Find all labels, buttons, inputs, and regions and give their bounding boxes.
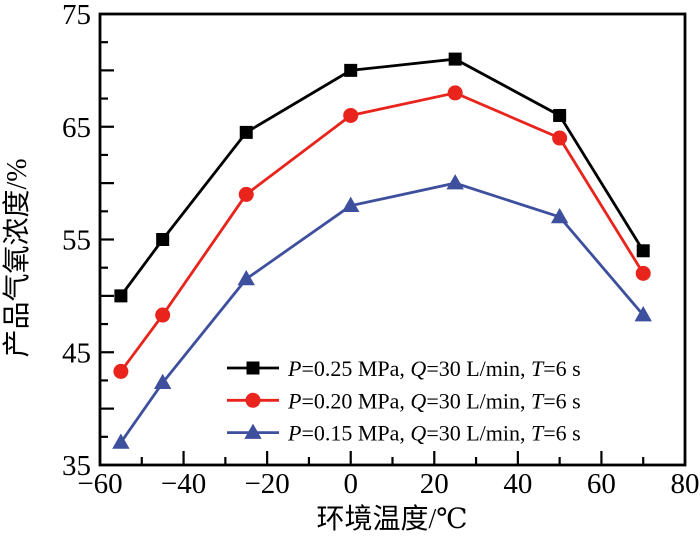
- x-tick-label: −20: [244, 468, 289, 500]
- circle-marker: [343, 107, 359, 123]
- triangle-marker: [153, 373, 172, 389]
- triangle-marker: [342, 196, 360, 212]
- square-marker: [553, 108, 567, 122]
- legend-item: P=0.15 MPa, Q=30 L/min, T=6 s: [227, 421, 581, 446]
- circle-marker: [447, 85, 463, 101]
- y-axis: 35 45 55 65 75: [62, 0, 114, 482]
- square-marker: [156, 233, 170, 246]
- circle-marker: [238, 186, 254, 202]
- circle-marker: [155, 307, 171, 323]
- x-axis-title: 环境温度/℃: [316, 503, 467, 535]
- x-axis: −60 −40 −20 0 20 40 60 80: [77, 451, 700, 500]
- circle-marker: [113, 363, 129, 379]
- legend-item: P=0.20 MPa, Q=30 L/min, T=6 s: [227, 388, 581, 413]
- series-circle: [113, 85, 651, 379]
- legend-label: P=0.20 MPa, Q=30 L/min, T=6 s: [287, 388, 581, 413]
- legend-label: P=0.15 MPa, Q=30 L/min, T=6 s: [287, 421, 581, 446]
- square-marker: [344, 63, 358, 77]
- y-tick-label: 35: [62, 450, 91, 482]
- triangle-marker: [550, 207, 569, 224]
- x-tick-label: −40: [161, 468, 206, 500]
- y-tick-label: 55: [62, 225, 91, 257]
- legend-label: P=0.25 MPa, Q=30 L/min, T=6 s: [287, 356, 581, 381]
- square-marker: [448, 52, 462, 66]
- circle-marker: [635, 265, 651, 281]
- chart-generated: −60 −40 −20 0 20 40 60 80 35 45 55 65 75 P=0.25 MPa, …: [62, 0, 700, 500]
- x-tick-label: 20: [420, 468, 449, 500]
- y-tick-label: 45: [62, 337, 91, 369]
- triangle-marker: [244, 423, 262, 439]
- legend-item: P=0.25 MPa, Q=30 L/min, T=6 s: [227, 356, 581, 381]
- series-triangle: [112, 174, 652, 449]
- x-tick-label: 80: [671, 468, 700, 500]
- circle-marker: [552, 130, 568, 146]
- triangle-marker: [237, 269, 255, 286]
- y-tick-label: 75: [62, 0, 91, 31]
- x-tick-label: 0: [343, 468, 358, 500]
- square-marker: [636, 244, 650, 258]
- circle-marker: [245, 392, 261, 408]
- x-tick-label: 40: [503, 468, 532, 500]
- legend: P=0.25 MPa, Q=30 L/min, T=6 s P=0.20 MPa,…: [227, 356, 581, 446]
- square-marker: [114, 289, 128, 303]
- x-tick-label: 60: [587, 468, 616, 500]
- square-marker: [239, 125, 253, 139]
- y-tick-label: 65: [62, 112, 91, 144]
- square-marker: [246, 361, 260, 375]
- x-tick-label: −60: [77, 468, 122, 500]
- triangle-marker: [112, 433, 130, 449]
- triangle-marker: [634, 306, 652, 322]
- triangle-marker: [446, 174, 464, 190]
- y-axis-title: 产品气氧浓度/%: [1, 158, 33, 357]
- series-square: [114, 52, 650, 303]
